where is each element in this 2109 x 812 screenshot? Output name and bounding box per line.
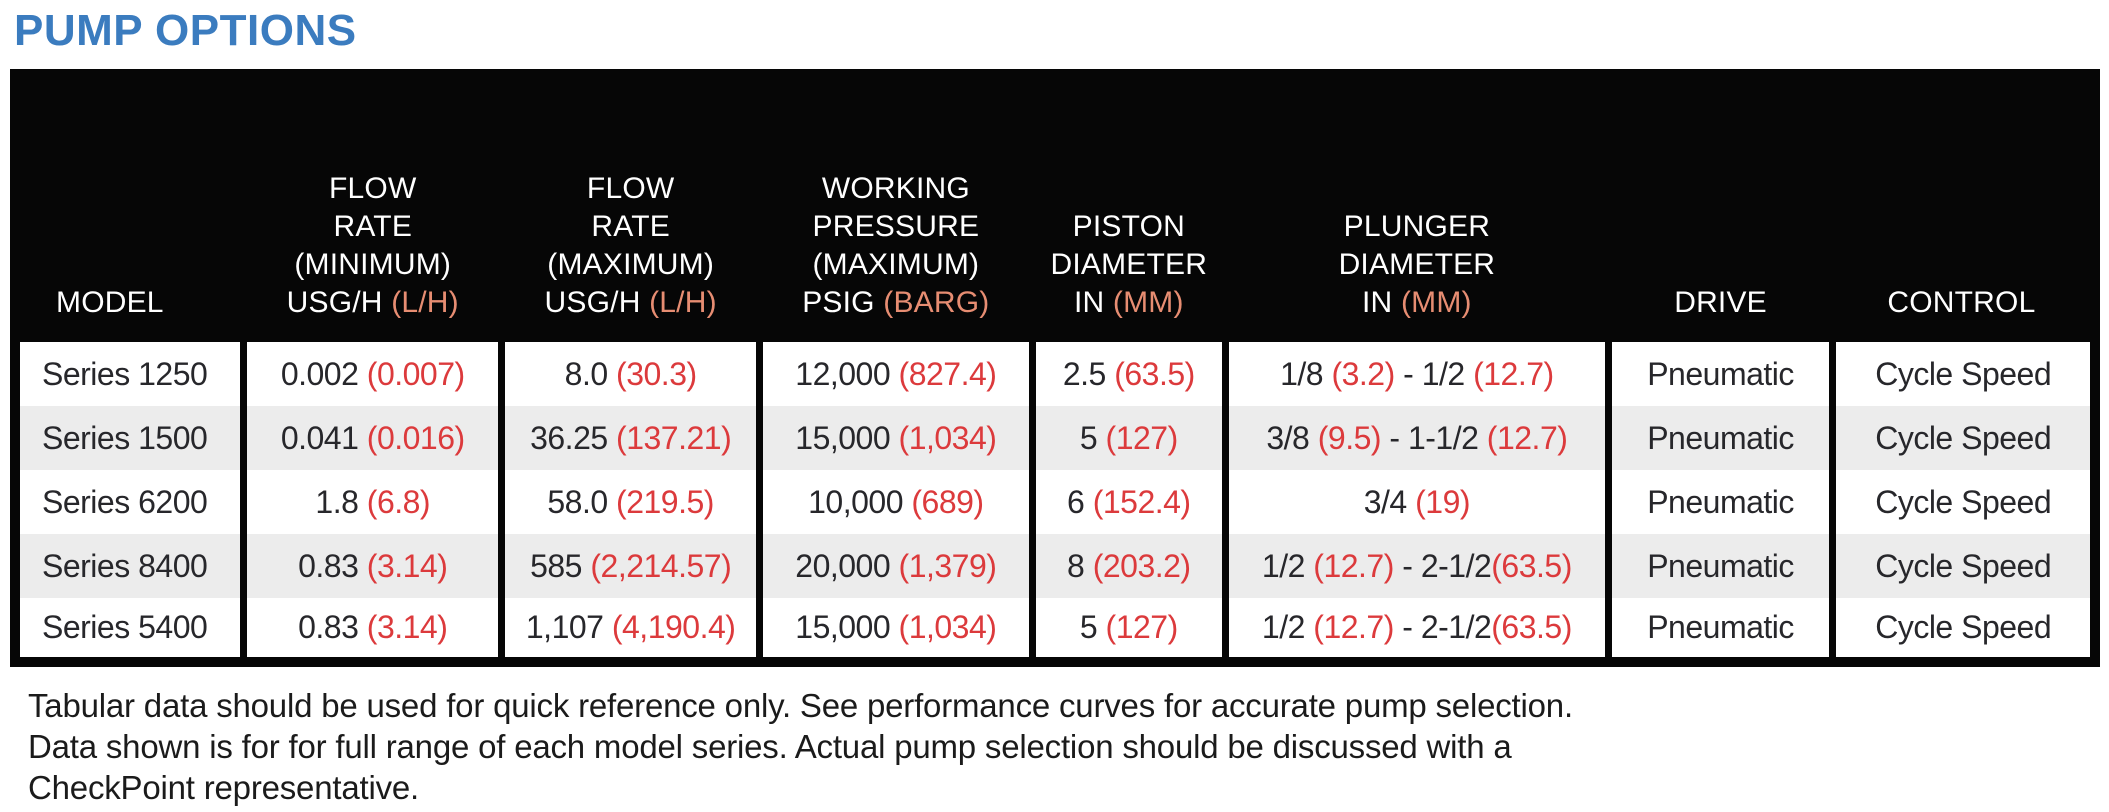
footnote: Tabular data should be used for quick re… (28, 685, 2109, 808)
cell-piston-diameter: 6 (152.4) (1028, 470, 1226, 534)
cell-control: Cycle Speed (1829, 534, 2095, 598)
cell-piston-diameter: 8 (203.2) (1028, 534, 1226, 598)
cell-plunger-diameter: 3/4 (19) (1222, 470, 1609, 534)
cell-flow-rate-min: 0.041 (0.016) (240, 406, 502, 470)
table-row: Series 5400 0.83 (3.14) 1,107 (4,190.4) 15,… (15, 598, 2095, 662)
cell-control: Cycle Speed (1829, 598, 2095, 662)
cell-drive: Pneumatic (1604, 342, 1833, 406)
cell-model: Series 1250 (42, 355, 208, 392)
cell-piston-diameter: 5 (127) (1028, 598, 1226, 662)
pump-options-table: MODEL FLOW RATE (MINIMUM) USG/H (L/H) FLOW RAT… (10, 69, 2100, 667)
footnote-line: CheckPoint representative. (28, 769, 420, 806)
cell-control: Cycle Speed (1829, 342, 2095, 406)
col-header-flow-rate-max: FLOW RATE (MAXIMUM) USG/H (L/H) (501, 74, 760, 342)
table-row: Series 1250 0.002 (0.007) 8.0 (30.3) 12,000… (15, 342, 2095, 406)
cell-flow-rate-min: 1.8 (6.8) (240, 470, 502, 534)
cell-drive: Pneumatic (1604, 598, 1833, 662)
col-header-piston-diameter: PISTON DIAMETER IN (MM) (1032, 74, 1226, 342)
cell-flow-rate-max: 1,107 (4,190.4) (498, 598, 760, 662)
cell-plunger-diameter: 1/2 (12.7) - 2-1/2(63.5) (1222, 534, 1609, 598)
cell-plunger-diameter: 3/8 (9.5) - 1-1/2 (12.7) (1222, 406, 1609, 470)
col-header-model: MODEL (15, 74, 244, 342)
cell-piston-diameter: 2.5 (63.5) (1028, 342, 1226, 406)
cell-working-pressure: 10,000 (689) (756, 470, 1033, 534)
cell-flow-rate-min: 0.83 (3.14) (240, 598, 502, 662)
cell-working-pressure: 20,000 (1,379) (756, 534, 1033, 598)
footnote-line: Tabular data should be used for quick re… (28, 687, 1573, 724)
cell-flow-rate-max: 585 (2,214.57) (498, 534, 760, 598)
cell-flow-rate-max: 58.0 (219.5) (498, 470, 760, 534)
cell-drive: Pneumatic (1604, 406, 1833, 470)
cell-control: Cycle Speed (1829, 470, 2095, 534)
table-body: Series 1250 0.002 (0.007) 8.0 (30.3) 12,000… (15, 342, 2095, 662)
cell-model: Series 6200 (42, 483, 208, 520)
cell-control: Cycle Speed (1829, 406, 2095, 470)
cell-working-pressure: 12,000 (827.4) (756, 342, 1033, 406)
footnote-line: Data shown is for for full range of each… (28, 728, 1512, 765)
cell-drive: Pneumatic (1604, 470, 1833, 534)
cell-plunger-diameter: 1/2 (12.7) - 2-1/2(63.5) (1222, 598, 1609, 662)
table-row: Series 6200 1.8 (6.8) 58.0 (219.5) 10,000 (… (15, 470, 2095, 534)
cell-flow-rate-max: 8.0 (30.3) (498, 342, 760, 406)
table-row: Series 8400 0.83 (3.14) 585 (2,214.57) 20,0… (15, 534, 2095, 598)
cell-plunger-diameter: 1/8 (3.2) - 1/2 (12.7) (1222, 342, 1609, 406)
cell-working-pressure: 15,000 (1,034) (756, 406, 1033, 470)
cell-model: Series 5400 (42, 609, 208, 645)
header-row: MODEL FLOW RATE (MINIMUM) USG/H (L/H) FLOW RAT… (15, 74, 2095, 342)
col-header-working-pressure: WORKING PRESSURE (MAXIMUM) PSIG (BARG) (759, 74, 1033, 342)
cell-flow-rate-min: 0.83 (3.14) (240, 534, 502, 598)
col-header-plunger-diameter: PLUNGER DIAMETER IN (MM) (1225, 74, 1609, 342)
cell-flow-rate-max: 36.25 (137.21) (498, 406, 760, 470)
cell-flow-rate-min: 0.002 (0.007) (240, 342, 502, 406)
cell-working-pressure: 15,000 (1,034) (756, 598, 1033, 662)
col-header-flow-rate-min: FLOW RATE (MINIMUM) USG/H (L/H) (243, 74, 502, 342)
table-row: Series 1500 0.041 (0.016) 36.25 (137.21) 15… (15, 406, 2095, 470)
col-header-control: CONTROL (1832, 74, 2095, 342)
cell-model: Series 1500 (15, 406, 244, 470)
cell-piston-diameter: 5 (127) (1028, 406, 1226, 470)
page-title: PUMP OPTIONS (14, 6, 357, 55)
cell-model: Series 8400 (15, 534, 244, 598)
cell-drive: Pneumatic (1604, 534, 1833, 598)
col-header-drive: DRIVE (1608, 74, 1833, 342)
table-header: MODEL FLOW RATE (MINIMUM) USG/H (L/H) FLOW RAT… (15, 74, 2095, 342)
